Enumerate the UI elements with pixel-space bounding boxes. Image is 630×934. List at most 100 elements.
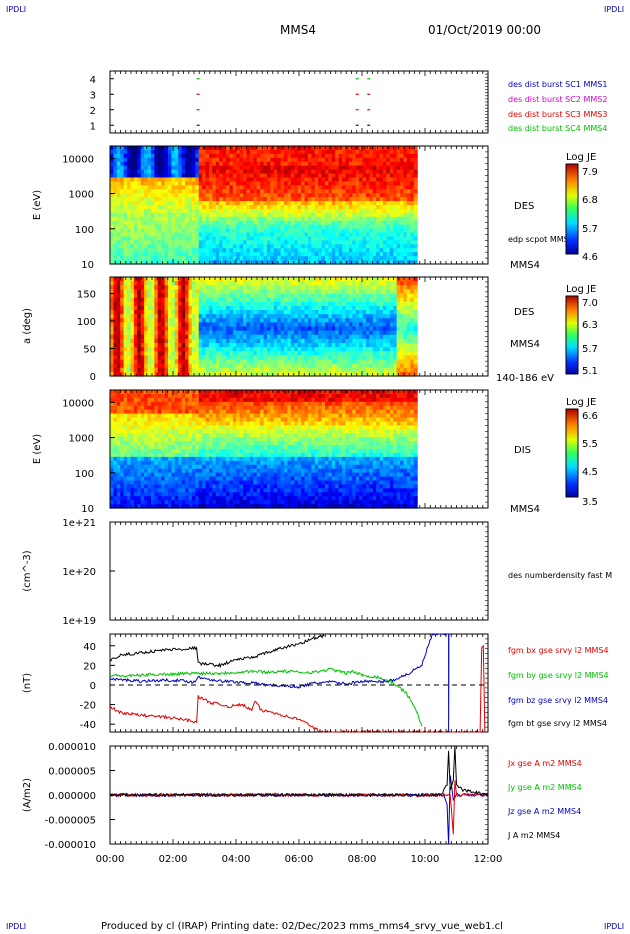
spectrogram-cell	[314, 347, 319, 352]
spectrogram-cell	[236, 248, 241, 253]
spectrogram-cell	[232, 181, 237, 186]
spectrogram-cell	[379, 181, 384, 186]
spectrogram-cell	[181, 149, 186, 155]
spectrogram-cell	[324, 310, 329, 315]
spectrogram-cell	[270, 224, 275, 230]
spectrogram-cell	[372, 248, 377, 253]
spectrogram-cell	[239, 228, 244, 234]
spectrogram-cell	[386, 149, 391, 155]
spectrogram-cell	[178, 326, 183, 332]
spectrogram-cell	[294, 305, 299, 311]
spectrogram-cell	[321, 326, 326, 332]
spectrogram-cell	[321, 236, 326, 241]
spectrogram-cell	[212, 212, 217, 218]
spectrogram-cell	[246, 351, 251, 356]
spectrogram-cell	[226, 181, 231, 186]
spectrogram-cell	[140, 367, 145, 373]
spectrogram-cell	[191, 252, 196, 257]
spectrogram-cell	[324, 201, 329, 206]
spectrogram-cell	[335, 220, 340, 226]
spectrogram-cell	[365, 220, 370, 226]
spectrogram-cell	[127, 334, 132, 340]
spectrogram-cell	[369, 189, 374, 194]
spectrogram-cell	[403, 334, 408, 340]
spectrogram-cell	[147, 181, 152, 186]
spectrogram-cell	[154, 157, 159, 163]
spectrogram-cell	[287, 310, 292, 315]
spectrogram-cell	[362, 224, 367, 230]
spectrogram-cell	[110, 301, 115, 307]
spectrogram-cell	[147, 248, 152, 253]
spectrogram-cell	[123, 285, 128, 290]
spectrogram-cell	[147, 193, 152, 198]
spectrogram-cell	[120, 248, 125, 253]
spectrogram-cell	[219, 252, 224, 257]
spectrogram-cell	[318, 363, 323, 369]
spectrogram-cell	[331, 236, 336, 241]
spectrogram-cell	[342, 157, 347, 163]
spectrogram-cell	[362, 169, 367, 175]
spectrogram-cell	[226, 157, 231, 163]
spectrogram-cell	[130, 330, 135, 336]
spectrogram-cell	[253, 367, 258, 373]
spectrogram-cell	[113, 413, 118, 419]
spectrogram-cell	[263, 193, 268, 198]
colorbar1-tick: 5.7	[582, 224, 598, 235]
spectrogram-cell	[277, 301, 282, 307]
spectrogram-cell	[372, 185, 377, 190]
spectrogram-cell	[273, 277, 278, 282]
spectrogram-cell	[120, 281, 125, 286]
spectrogram-cell	[311, 169, 316, 175]
spectrogram-cell	[256, 157, 261, 163]
spectrogram-cell	[389, 205, 394, 210]
spectrogram-cell	[307, 330, 312, 336]
spectrogram-cell	[400, 240, 405, 245]
spectrogram-cell	[294, 347, 299, 352]
spectrogram-cell	[215, 326, 220, 332]
spectrogram-cell	[400, 347, 405, 352]
spectrogram-cell	[174, 240, 179, 245]
spectrogram-cell	[273, 208, 278, 214]
spectrogram-cell	[410, 146, 415, 151]
spectrogram-cell	[372, 277, 377, 282]
spectrogram-cell	[277, 228, 282, 234]
spectrogram-cell	[345, 359, 350, 365]
spectrogram-cell	[348, 240, 353, 245]
spectrogram-cell	[157, 208, 162, 214]
spectrogram-cell	[161, 232, 166, 238]
spectrogram-cell	[410, 343, 415, 348]
spectrogram-cell	[140, 232, 145, 238]
spectrogram-cell	[393, 189, 398, 194]
spectrogram-cell	[219, 326, 224, 332]
spectrogram-cell	[137, 220, 142, 226]
spectrogram-cell	[120, 189, 125, 194]
spectrogram-cell	[164, 205, 169, 210]
spectrogram-cell	[243, 330, 248, 336]
spectrogram-cell	[212, 181, 217, 186]
spectrogram-cell	[372, 244, 377, 249]
spectrogram-cell	[270, 297, 275, 303]
spectrogram-cell	[393, 232, 398, 238]
spectrogram-cell	[280, 232, 285, 238]
spectrogram-cell	[133, 293, 138, 299]
spectrogram-cell	[232, 185, 237, 190]
spectrogram-cell	[369, 181, 374, 186]
spectrogram-cell	[348, 371, 353, 377]
spectrogram-cell	[301, 197, 306, 202]
spectrogram-cell	[253, 228, 258, 234]
spectrogram-cell	[396, 220, 401, 226]
spectrogram-cell	[297, 301, 302, 307]
spectrogram-cell	[369, 330, 374, 336]
spectrogram-cell	[215, 244, 220, 249]
spectrogram-cell	[222, 314, 227, 319]
spectrogram-cell	[150, 220, 155, 226]
spectrogram-cell	[389, 189, 394, 194]
spectrogram-cell	[324, 277, 329, 282]
spectrogram-cell	[372, 285, 377, 290]
spectrogram-cell	[191, 212, 196, 218]
spectrogram-cell	[352, 193, 357, 198]
spectrogram-cell	[232, 351, 237, 356]
spectrogram-cell	[284, 244, 289, 249]
spectrogram-cell	[154, 240, 159, 245]
spectrogram-cell	[113, 433, 118, 438]
